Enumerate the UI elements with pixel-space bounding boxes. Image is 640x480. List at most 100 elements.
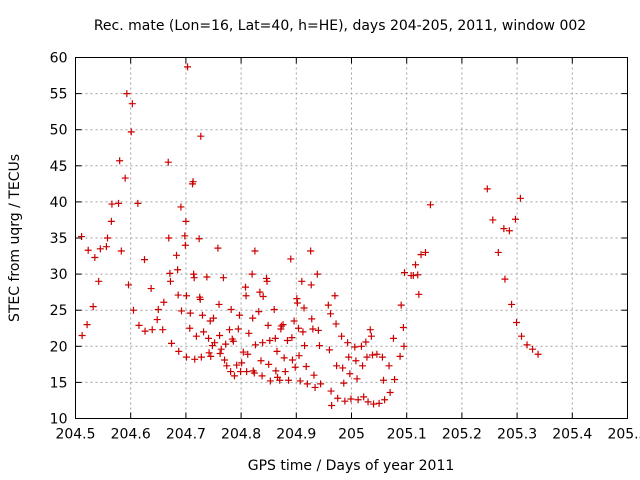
data-point	[508, 300, 516, 308]
data-point	[396, 352, 404, 360]
data-point	[255, 308, 263, 316]
data-point	[181, 232, 189, 240]
data-point	[96, 245, 104, 253]
data-point	[182, 217, 190, 225]
data-point	[222, 340, 230, 348]
data-point	[166, 277, 174, 285]
data-point	[238, 359, 246, 367]
y-tick-label: 15	[50, 375, 68, 391]
data-point	[295, 352, 303, 360]
data-point	[277, 322, 285, 330]
data-point	[239, 348, 247, 356]
data-point	[328, 402, 336, 410]
data-point	[207, 352, 215, 360]
data-point	[307, 281, 315, 289]
data-point	[315, 342, 323, 350]
data-point	[258, 372, 266, 380]
data-point	[412, 261, 420, 269]
y-tick-label: 55	[50, 87, 68, 103]
data-point	[271, 334, 279, 342]
x-tick-label: 205.1	[387, 427, 427, 443]
data-point	[197, 132, 205, 140]
data-point	[117, 247, 125, 255]
data-point	[104, 234, 112, 242]
data-point	[195, 235, 203, 243]
data-point	[164, 158, 172, 166]
y-tick-label: 60	[50, 51, 68, 67]
data-point	[251, 247, 259, 255]
data-point	[237, 368, 245, 376]
data-point	[192, 332, 200, 340]
data-point	[186, 324, 194, 332]
data-point	[483, 185, 491, 193]
data-point	[360, 393, 368, 401]
data-point	[91, 253, 99, 261]
data-point	[298, 277, 306, 285]
y-tick-label: 45	[50, 159, 68, 175]
data-point	[391, 376, 399, 384]
data-point	[415, 290, 423, 298]
data-point	[229, 337, 237, 345]
data-point	[300, 304, 308, 312]
data-point	[244, 350, 252, 358]
data-point	[331, 292, 339, 300]
data-point	[307, 247, 315, 255]
x-tick-label: 205	[338, 427, 365, 443]
x-tick-label: 205.5	[607, 427, 640, 443]
data-point	[127, 128, 135, 136]
data-point	[327, 310, 335, 318]
data-point	[273, 347, 281, 355]
data-point	[234, 325, 242, 333]
data-point	[353, 375, 361, 383]
data-point	[89, 303, 97, 311]
y-tick-label: 40	[50, 195, 68, 211]
data-point	[78, 331, 86, 339]
data-point	[121, 174, 129, 182]
data-point	[226, 326, 234, 334]
data-point	[147, 285, 155, 293]
data-point	[134, 199, 142, 207]
data-point	[295, 324, 303, 332]
data-point	[378, 353, 386, 361]
x-tick-label: 204.7	[166, 427, 206, 443]
data-point	[400, 342, 408, 350]
data-point	[243, 368, 251, 376]
data-point	[357, 342, 365, 350]
data-point	[327, 387, 335, 395]
x-tick-label: 204.6	[111, 427, 151, 443]
data-point	[346, 370, 354, 378]
data-point	[333, 362, 341, 370]
data-point	[210, 314, 217, 322]
data-point	[249, 314, 257, 322]
data-point	[128, 100, 136, 108]
data-point	[534, 350, 542, 358]
x-tick-label: 205.3	[497, 427, 537, 443]
data-point	[84, 246, 92, 254]
data-point	[266, 377, 274, 385]
data-point	[399, 324, 407, 332]
data-point	[529, 345, 537, 353]
data-point	[154, 305, 162, 313]
data-point	[354, 396, 362, 404]
y-tick-label: 30	[50, 267, 68, 283]
data-point	[363, 353, 371, 361]
data-point	[302, 363, 310, 371]
data-point	[165, 234, 173, 242]
data-point	[116, 157, 124, 165]
data-point	[174, 266, 182, 274]
data-point	[83, 321, 91, 329]
data-point	[245, 329, 253, 337]
data-point	[339, 364, 347, 372]
data-point	[78, 233, 86, 241]
data-point	[288, 334, 296, 342]
data-point	[153, 316, 161, 324]
data-point	[115, 199, 123, 207]
data-point	[216, 331, 224, 339]
data-point	[362, 338, 370, 346]
axes: 204.5 204.6 204.7 204.8 204.9 205 205.1 205.2 20…	[50, 51, 640, 443]
data-point	[266, 337, 274, 345]
data-point	[248, 270, 256, 278]
data-point	[285, 376, 293, 384]
y-axis-label: STEC from uqrg / TECUs	[7, 154, 23, 322]
data-point	[230, 372, 238, 380]
